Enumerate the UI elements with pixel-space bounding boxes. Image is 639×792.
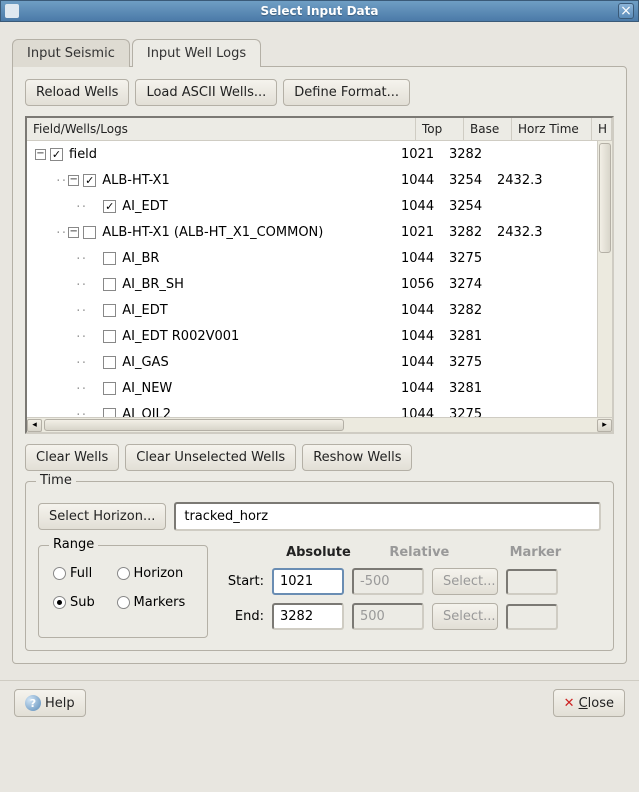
horizon-name-input[interactable]: tracked_horz (174, 502, 601, 531)
start-label: Start: (224, 574, 264, 589)
start-absolute-input[interactable]: 1021 (272, 568, 344, 595)
tree-checkbox[interactable] (50, 148, 63, 161)
tree-item-label: AI_EDT R002V001 (122, 329, 239, 344)
titlebar: Select Input Data (0, 0, 639, 22)
tree-header: Field/Wells/Logs Top Base Horz Time H (27, 118, 612, 141)
radio-markers[interactable]: Markers (117, 595, 193, 610)
end-relative-input: 500 (352, 603, 424, 630)
col-top[interactable]: Top (416, 118, 464, 140)
clear-unselected-wells-button[interactable]: Clear Unselected Wells (125, 444, 296, 471)
end-marker-field (506, 604, 558, 630)
tree-checkbox[interactable] (103, 382, 116, 395)
scrollbar-vertical[interactable] (597, 141, 612, 417)
start-marker-field (506, 569, 558, 595)
footer: ?Help ✕Close (0, 680, 639, 725)
tree-row[interactable]: ⋅⋅AI_BR_SH10563274 (27, 271, 597, 297)
tree-item-label: AI_EDT (122, 303, 167, 318)
tab-panel: Reload Wells Load ASCII Wells... Define … (12, 66, 627, 664)
select-horizon-button[interactable]: Select Horizon... (38, 503, 166, 530)
tree-checkbox[interactable] (103, 408, 116, 418)
tree-item-label: AI_OIL2 (122, 407, 171, 418)
tree-checkbox[interactable] (83, 174, 96, 187)
radio-horizon[interactable]: Horizon (117, 566, 193, 581)
tab-input-well-logs[interactable]: Input Well Logs (132, 39, 261, 67)
tree-checkbox[interactable] (103, 304, 116, 317)
tree-row[interactable]: ⋅⋅AI_NEW10443281 (27, 375, 597, 401)
reload-wells-button[interactable]: Reload Wells (25, 79, 129, 106)
tree-row[interactable]: ⋅⋅AI_OIL210443275 (27, 401, 597, 417)
tree-row[interactable]: field10213282 (27, 141, 597, 167)
tree-item-label: ALB-HT-X1 (ALB-HT_X1_COMMON) (102, 225, 323, 240)
define-format-button[interactable]: Define Format... (283, 79, 410, 106)
range-group: Range Full Horizon Sub Markers (38, 545, 208, 638)
head-relative: Relative (369, 545, 470, 560)
col-hextra[interactable]: H (592, 118, 612, 140)
time-label: Time (36, 473, 76, 488)
scroll-right-arrow[interactable]: ▸ (597, 419, 612, 432)
expander-icon[interactable] (68, 227, 79, 238)
start-relative-input: -500 (352, 568, 424, 595)
tree-item-label: AI_BR_SH (122, 277, 184, 292)
range-label: Range (49, 537, 98, 552)
tree-row[interactable]: ⋅⋅ALB-HT-X1104432542432.3 (27, 167, 597, 193)
help-icon: ? (25, 695, 41, 711)
tree-item-label: ALB-HT-X1 (102, 173, 170, 188)
col-horz[interactable]: Horz Time (512, 118, 592, 140)
tree-checkbox[interactable] (103, 356, 116, 369)
start-marker-select-button: Select... (432, 568, 498, 595)
col-name[interactable]: Field/Wells/Logs (27, 118, 416, 140)
tab-input-seismic[interactable]: Input Seismic (12, 39, 130, 67)
end-label: End: (224, 609, 264, 624)
time-group: Time Select Horizon... tracked_horz Rang… (25, 481, 614, 651)
clear-wells-button[interactable]: Clear Wells (25, 444, 119, 471)
end-absolute-input[interactable]: 3282 (272, 603, 344, 630)
close-button[interactable]: ✕Close (553, 689, 625, 717)
tree-checkbox[interactable] (103, 330, 116, 343)
expander-icon[interactable] (68, 175, 79, 186)
tree-row[interactable]: ⋅⋅ALB-HT-X1 (ALB-HT_X1_COMMON)1021328224… (27, 219, 597, 245)
close-icon: ✕ (564, 696, 575, 711)
tree-body: field10213282⋅⋅ALB-HT-X1104432542432.3⋅⋅… (27, 141, 612, 417)
radio-full[interactable]: Full (53, 566, 103, 581)
tree-row[interactable]: ⋅⋅AI_EDT R002V00110443281 (27, 323, 597, 349)
tree-item-label: AI_EDT (122, 199, 167, 214)
reshow-wells-button[interactable]: Reshow Wells (302, 444, 412, 471)
tree-item-label: field (69, 147, 97, 162)
tree-item-label: AI_GAS (122, 355, 168, 370)
radio-sub[interactable]: Sub (53, 595, 103, 610)
load-ascii-wells-button[interactable]: Load ASCII Wells... (135, 79, 277, 106)
window-close-button[interactable] (618, 3, 634, 19)
tree-item-label: AI_NEW (122, 381, 172, 396)
end-marker-select-button: Select... (432, 603, 498, 630)
window-title: Select Input Data (1, 4, 638, 18)
scrollbar-horizontal[interactable]: ◂ ▸ (27, 417, 612, 432)
tree-checkbox[interactable] (83, 226, 96, 239)
head-absolute: Absolute (268, 545, 369, 560)
tree-row[interactable]: ⋅⋅AI_GAS10443275 (27, 349, 597, 375)
tree-checkbox[interactable] (103, 200, 116, 213)
tree-checkbox[interactable] (103, 278, 116, 291)
tree-row[interactable]: ⋅⋅AI_EDT10443282 (27, 297, 597, 323)
tabs: Input Seismic Input Well Logs (12, 38, 627, 66)
scroll-left-arrow[interactable]: ◂ (27, 419, 42, 432)
col-base[interactable]: Base (464, 118, 512, 140)
tree-row[interactable]: ⋅⋅AI_BR10443275 (27, 245, 597, 271)
tree-item-label: AI_BR (122, 251, 159, 266)
tree-checkbox[interactable] (103, 252, 116, 265)
expander-icon[interactable] (35, 149, 46, 160)
help-button[interactable]: ?Help (14, 689, 86, 717)
wells-tree: Field/Wells/Logs Top Base Horz Time H fi… (25, 116, 614, 434)
head-marker: Marker (470, 545, 601, 560)
tree-row[interactable]: ⋅⋅AI_EDT10443254 (27, 193, 597, 219)
